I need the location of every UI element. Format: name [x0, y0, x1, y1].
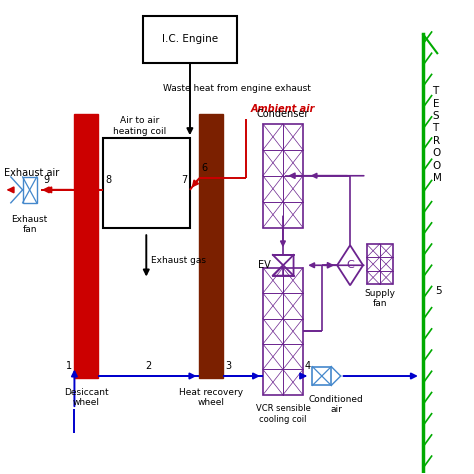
Text: 3: 3 — [225, 361, 231, 371]
Text: I.C. Engine: I.C. Engine — [162, 34, 218, 44]
Text: T
E
S
T
R
O
O
M: T E S T R O O M — [433, 86, 441, 183]
Text: 5: 5 — [435, 286, 442, 296]
Bar — [263, 124, 303, 228]
Text: Heat recovery
wheel: Heat recovery wheel — [179, 388, 243, 407]
Text: EV: EV — [258, 260, 271, 270]
Text: VCR sensible
cooling coil: VCR sensible cooling coil — [255, 404, 310, 424]
Text: Supply
fan: Supply fan — [364, 289, 395, 308]
Text: C: C — [346, 260, 354, 270]
Bar — [103, 138, 190, 228]
Text: Desiccant
wheel: Desiccant wheel — [64, 388, 109, 407]
Text: 9: 9 — [44, 175, 50, 185]
Bar — [312, 366, 331, 385]
Text: 8: 8 — [105, 175, 111, 185]
Text: Air to air
heating coil: Air to air heating coil — [113, 116, 166, 136]
Bar — [366, 244, 392, 284]
Text: 6: 6 — [201, 164, 208, 173]
Text: Condenser: Condenser — [257, 109, 309, 119]
Text: 2: 2 — [146, 361, 152, 371]
Text: Exhaust gas: Exhaust gas — [151, 256, 206, 265]
Text: 4: 4 — [305, 361, 311, 371]
Text: Exhaust air: Exhaust air — [4, 168, 59, 178]
Text: 1: 1 — [66, 361, 72, 371]
Text: Conditioned
air: Conditioned air — [309, 395, 364, 414]
Text: Waste heat from engine exhaust: Waste heat from engine exhaust — [163, 84, 311, 93]
Bar — [23, 177, 36, 203]
Text: 7: 7 — [181, 175, 188, 185]
Bar — [74, 115, 98, 378]
Bar — [143, 16, 237, 63]
Bar — [263, 268, 303, 395]
Text: Ambient air: Ambient air — [251, 104, 316, 115]
Bar — [199, 115, 223, 378]
Text: Exhaust
fan: Exhaust fan — [11, 215, 48, 234]
